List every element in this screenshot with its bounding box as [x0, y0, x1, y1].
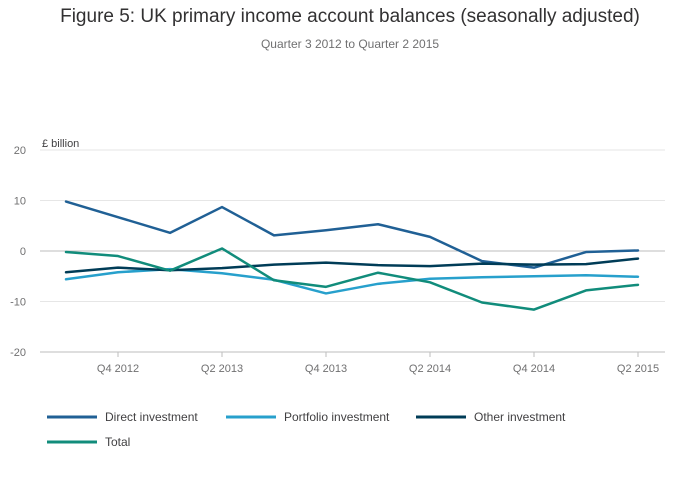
legend-label: Other investment [474, 410, 566, 424]
legend-label: Portfolio investment [284, 410, 390, 424]
y-tick-label: 10 [14, 196, 26, 208]
legend-label: Direct investment [105, 410, 198, 424]
series-line [64, 267, 640, 295]
chart-subtitle: Quarter 3 2012 to Quarter 2 2015 [260, 37, 440, 51]
x-tick-label: Q4 2014 [513, 363, 555, 375]
y-axis-unit-label: £ billion [42, 138, 79, 150]
legend: Direct investment Portfolio investment Oth… [47, 410, 566, 449]
x-axis: Q4 2012 Q2 2013 Q4 2013 Q2 2014 Q4 2014 Q2 20… [40, 351, 665, 375]
chart-title: Figure 5: UK primary income account bala… [60, 6, 640, 27]
y-tick-label: 0 [20, 246, 26, 258]
y-tick-label: -20 [10, 347, 26, 359]
x-tick-label: Q4 2012 [97, 363, 139, 375]
gridlines [40, 149, 665, 353]
series-lines [64, 200, 640, 311]
x-tick-label: Q2 2013 [201, 363, 243, 375]
x-tick-label: Q2 2014 [409, 363, 451, 375]
legend-label: Total [105, 435, 130, 449]
y-tick-label: -10 [10, 297, 26, 309]
y-axis-ticks: 20 10 0 -10 -20 [10, 145, 26, 359]
series-line [64, 247, 640, 311]
series-line [64, 257, 640, 274]
x-tick-label: Q4 2013 [305, 363, 347, 375]
y-tick-label: 20 [14, 145, 26, 157]
x-tick-label: Q2 2015 [617, 363, 659, 375]
series-line [64, 200, 640, 269]
